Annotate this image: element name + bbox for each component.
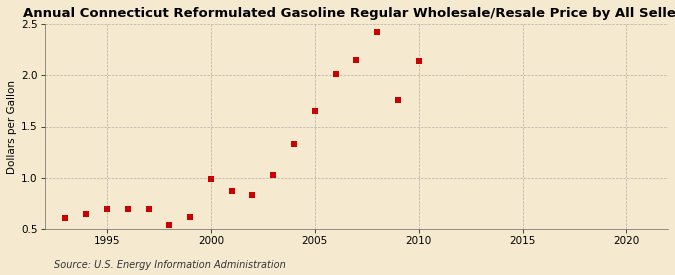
Point <box>185 214 196 219</box>
Text: Source: U.S. Energy Information Administration: Source: U.S. Energy Information Administ… <box>54 260 286 270</box>
Point <box>309 109 320 113</box>
Point <box>413 59 424 63</box>
Point <box>393 98 404 102</box>
Point <box>268 172 279 177</box>
Point <box>205 177 216 181</box>
Point <box>372 30 383 34</box>
Y-axis label: Dollars per Gallon: Dollars per Gallon <box>7 79 17 174</box>
Point <box>226 189 237 193</box>
Point <box>330 72 341 76</box>
Point <box>351 57 362 62</box>
Title: Annual Connecticut Reformulated Gasoline Regular Wholesale/Resale Price by All S: Annual Connecticut Reformulated Gasoline… <box>23 7 675 20</box>
Point <box>122 207 133 211</box>
Point <box>164 223 175 227</box>
Point <box>81 211 92 216</box>
Point <box>60 216 71 220</box>
Point <box>143 207 154 211</box>
Point <box>102 207 113 211</box>
Point <box>289 142 300 146</box>
Point <box>247 193 258 197</box>
